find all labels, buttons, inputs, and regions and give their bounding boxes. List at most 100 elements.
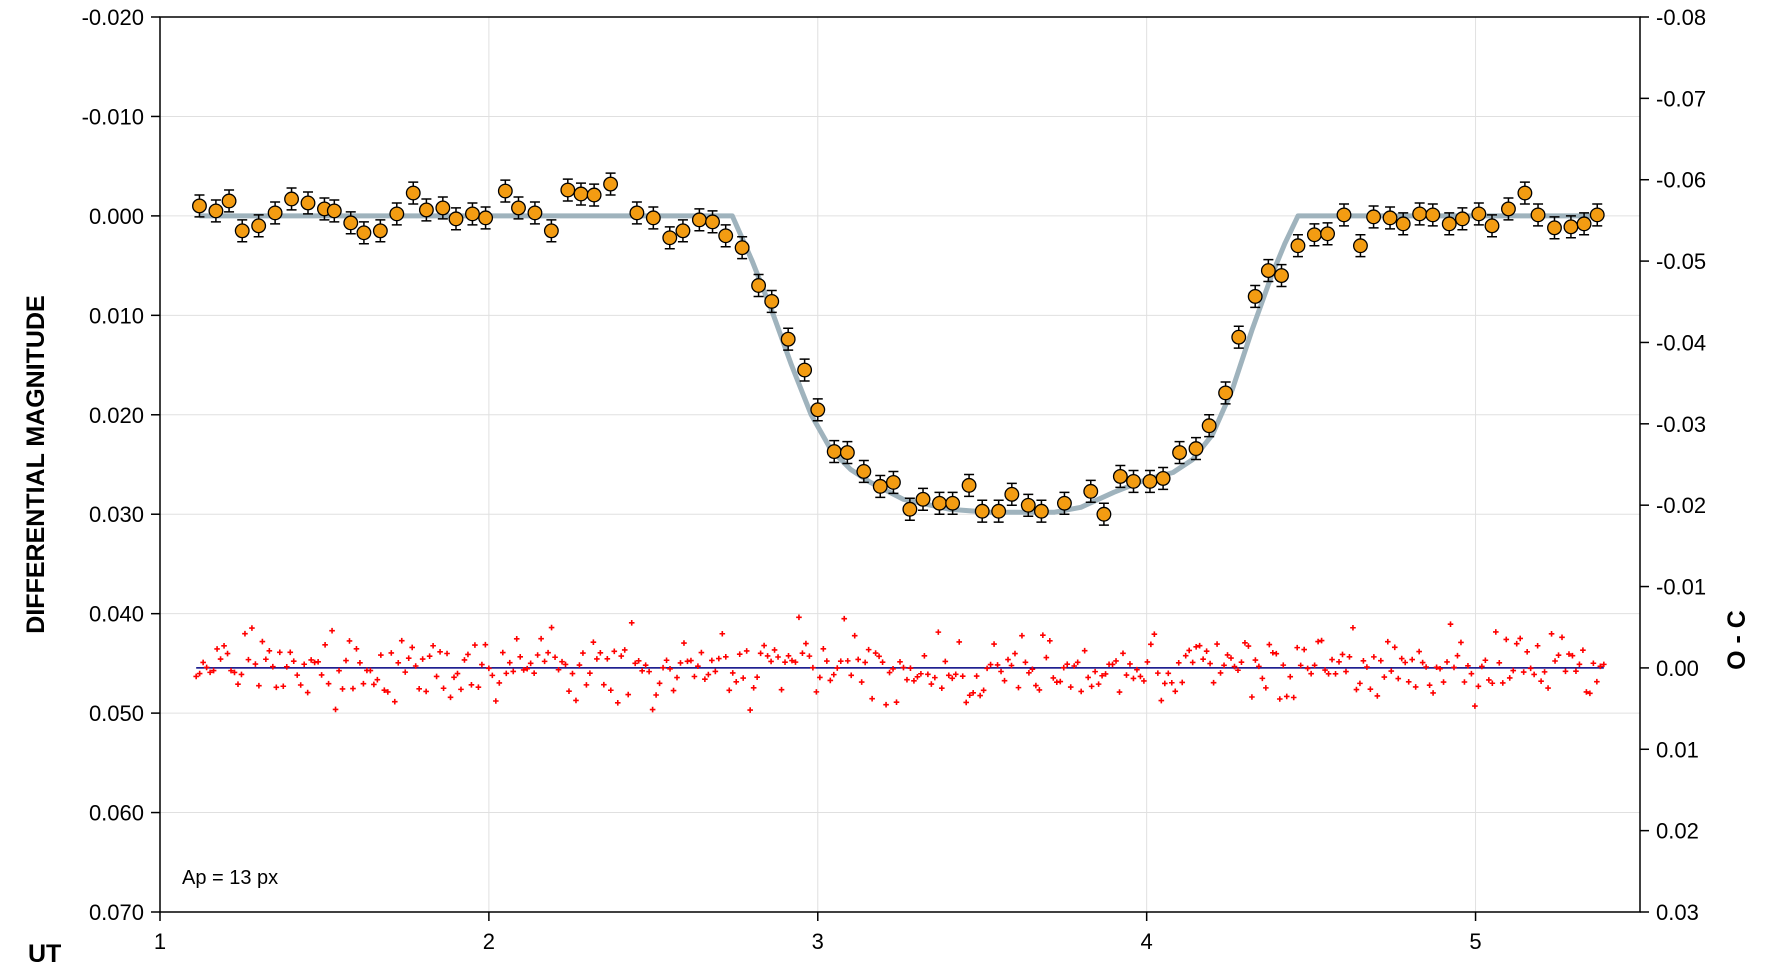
residual-point (705, 671, 712, 678)
data-point (603, 172, 619, 196)
residual-point (1019, 632, 1025, 639)
data-point (251, 214, 267, 238)
data-point (705, 210, 720, 234)
residual-point (628, 620, 635, 626)
residual-point (1266, 641, 1273, 648)
residual-point (1343, 668, 1349, 675)
residual-point (998, 668, 1004, 675)
data-point (675, 219, 691, 243)
residual-point (1022, 659, 1029, 666)
residual-point (1468, 670, 1475, 677)
data-point (1576, 212, 1592, 236)
residual-point (1193, 644, 1199, 650)
residual-point (827, 677, 834, 684)
residual-point (217, 656, 224, 662)
data-marker (1320, 226, 1336, 242)
residual-point (1493, 629, 1499, 635)
residual-point (709, 657, 715, 664)
residual-point (1074, 659, 1081, 666)
data-marker (478, 210, 494, 226)
residual-point (1148, 641, 1154, 648)
residual-point (548, 624, 555, 631)
residual-point (872, 650, 879, 656)
residual-point (367, 667, 374, 674)
residual-point (970, 689, 976, 696)
residual-point (1001, 677, 1008, 684)
residual-point (200, 659, 206, 666)
residual-point (1322, 667, 1328, 673)
residual-point (688, 657, 694, 664)
data-point (1056, 491, 1072, 515)
residual-point (844, 658, 851, 664)
residual-point (911, 678, 917, 684)
residual-point (1472, 703, 1478, 709)
data-marker (326, 203, 342, 219)
data-point (1589, 203, 1605, 227)
residual-point (653, 692, 659, 698)
residual-point (702, 676, 708, 682)
x-tick-label: 4 (1141, 929, 1153, 954)
residual-point (834, 665, 841, 671)
residual-point (263, 656, 269, 663)
residual-point (1587, 690, 1593, 697)
residual-point (506, 659, 513, 666)
residual-point (932, 674, 938, 681)
residual-point (1120, 650, 1126, 657)
residual-point (1336, 659, 1342, 665)
data-point (945, 491, 961, 515)
residual-point (1256, 663, 1262, 670)
data-marker (497, 183, 513, 199)
residual-point (1583, 689, 1590, 695)
residual-point (1047, 638, 1053, 644)
plot-frame (159, 16, 1641, 913)
residual-point (803, 640, 809, 647)
residual-point (1109, 661, 1116, 668)
residual-point (886, 669, 893, 676)
residual-point (869, 695, 875, 702)
residual-point (1566, 651, 1572, 657)
residual-point (1012, 650, 1018, 657)
data-point (356, 221, 372, 245)
residual-point (726, 687, 733, 694)
residual-point (712, 668, 719, 675)
data-marker (1096, 506, 1112, 522)
residual-point (419, 656, 426, 662)
residual-point (374, 676, 381, 683)
residual-point (520, 667, 527, 673)
residual-point (1426, 682, 1433, 688)
data-point (1336, 203, 1352, 227)
residual-point (1562, 668, 1569, 675)
residual-point (277, 649, 283, 656)
residual-point (531, 670, 537, 676)
residual-point (479, 661, 485, 668)
data-marker (1412, 206, 1428, 222)
data-point (974, 499, 990, 523)
residual-point (1398, 655, 1405, 662)
residual-point (670, 687, 677, 694)
residual-point (1555, 652, 1562, 658)
residual-point (1437, 665, 1443, 672)
data-marker (885, 474, 901, 490)
data-marker (915, 491, 931, 507)
residual-point (391, 698, 398, 705)
data-marker (192, 198, 207, 214)
data-point (797, 358, 813, 382)
data-marker (1395, 216, 1411, 232)
residual-point (510, 668, 517, 675)
data-marker (1454, 211, 1470, 227)
residual-point (1541, 669, 1548, 675)
residual-point (775, 654, 781, 660)
gridlines (159, 16, 1640, 913)
data-marker (1530, 207, 1546, 223)
residual-point (1172, 688, 1179, 695)
residual-point (949, 675, 956, 682)
residual-point (681, 640, 687, 646)
residual-point (1078, 688, 1084, 695)
data-marker (1547, 220, 1562, 236)
residual-point (1252, 657, 1259, 663)
residual-point (890, 666, 896, 672)
residual-point (304, 689, 311, 696)
data-marker (1366, 209, 1382, 225)
residual-point (587, 670, 593, 676)
